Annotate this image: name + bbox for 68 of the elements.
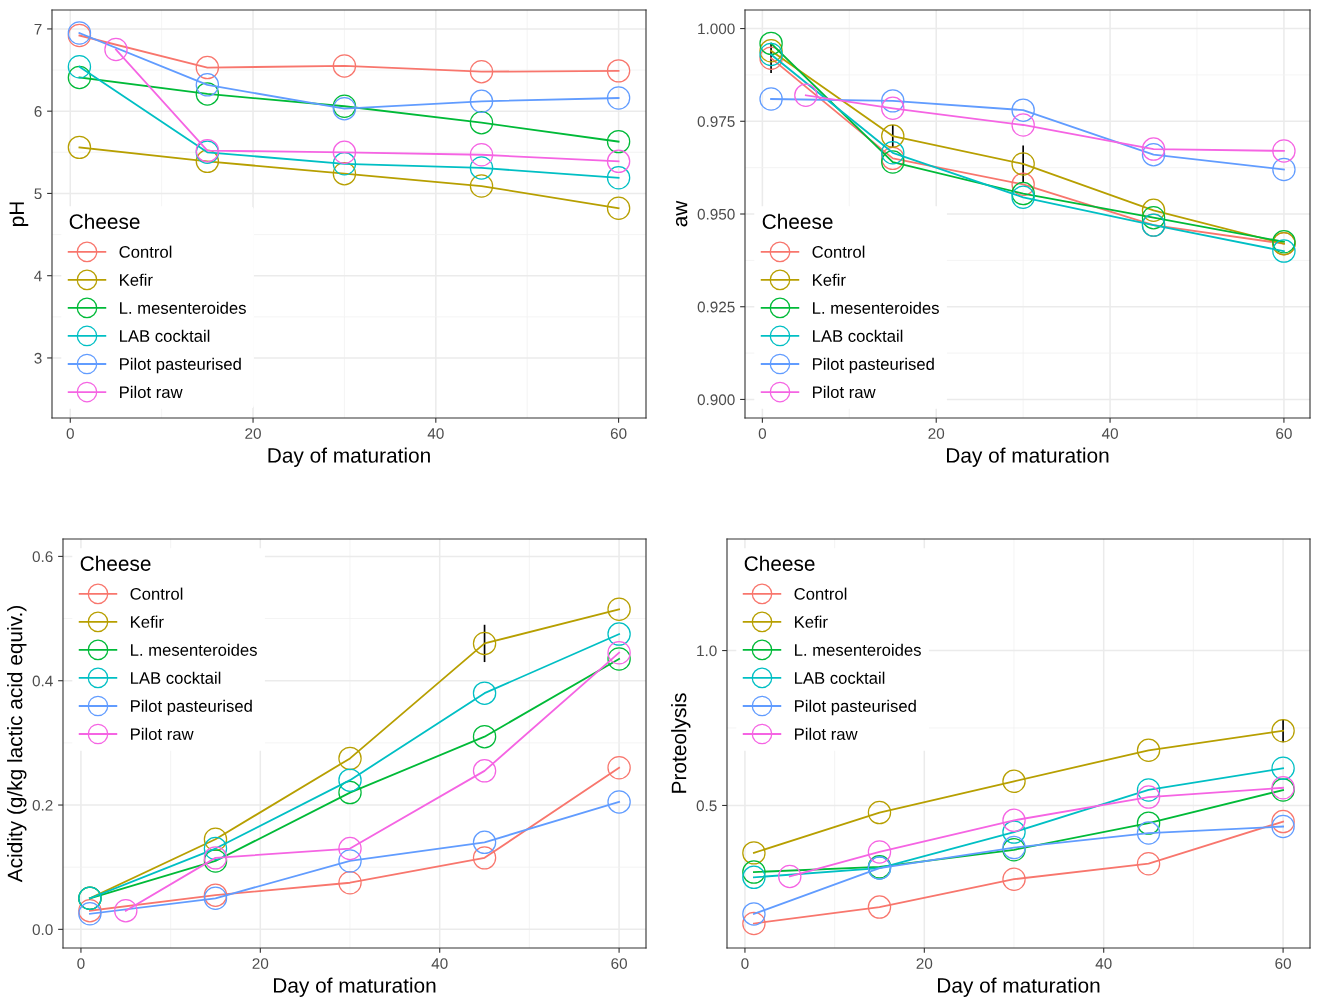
- legend-title: Cheese: [762, 213, 833, 229]
- x-axis-title: Day of maturation: [268, 447, 430, 467]
- legend-label: Control: [119, 245, 172, 258]
- legend-label: LAB cocktail: [120, 329, 210, 342]
- x-tick-label: 40: [427, 428, 444, 439]
- x-tick-label: 20: [252, 958, 269, 969]
- legend-title: Cheese: [69, 213, 140, 229]
- y-tick-label: 0.900: [697, 394, 735, 406]
- x-tick-label: 60: [611, 958, 627, 969]
- legend-label: LAB cocktail: [813, 329, 903, 342]
- legend-label: Kefir: [813, 273, 846, 286]
- legend-title: Cheese: [744, 555, 815, 571]
- x-tick-label: 60: [610, 428, 627, 439]
- x-tick-label: 0: [741, 958, 749, 969]
- x-tick-label: 0: [77, 958, 85, 969]
- y-axis-title: Proteolysis: [671, 693, 691, 793]
- x-axis-title: Day of maturation: [947, 447, 1109, 467]
- y-tick-label: 0.0: [32, 924, 53, 936]
- y-tick-label: 0.5: [696, 800, 717, 812]
- legend-label: Pilot pasteurised: [120, 357, 241, 374]
- y-axis-title: pH: [9, 202, 29, 226]
- legend-label: L. mesenteroides: [131, 643, 257, 656]
- legend-label: LAB cocktail: [131, 671, 221, 684]
- y-tick-label: 6: [34, 106, 42, 117]
- legend-label: Kefir: [795, 615, 828, 628]
- legend-label: L. mesenteroides: [120, 301, 246, 314]
- x-tick-label: 40: [1095, 958, 1112, 969]
- x-tick-label: 20: [916, 958, 933, 969]
- x-tick-label: 60: [1276, 428, 1292, 439]
- y-tick-label: 3: [34, 352, 42, 364]
- legend-label: Pilot raw: [120, 385, 183, 399]
- legend-label: Kefir: [131, 615, 164, 628]
- x-tick-label: 0: [758, 428, 767, 439]
- x-tick-label: 20: [245, 428, 261, 439]
- x-axis-title: Day of maturation: [274, 977, 436, 997]
- legend-label: L. mesenteroides: [813, 301, 939, 314]
- legend-label: L. mesenteroides: [795, 643, 921, 656]
- legend-label: Pilot pasteurised: [131, 699, 252, 716]
- y-tick-label: 0.4: [32, 675, 53, 687]
- y-tick-label: 4: [34, 270, 42, 282]
- x-tick-label: 60: [1275, 958, 1291, 969]
- y-tick-label: 0.925: [697, 301, 735, 313]
- y-tick-label: 1.0: [697, 645, 717, 657]
- legend-label: Pilot raw: [795, 727, 858, 741]
- x-tick-label: 0: [66, 428, 74, 439]
- legend-label: Kefir: [120, 273, 153, 286]
- x-tick-label: 40: [431, 958, 448, 969]
- legend-label: Control: [130, 587, 183, 600]
- legend-label: Control: [812, 245, 865, 258]
- legend-label: Control: [794, 587, 847, 600]
- y-axis-title: Acidity (g/kg lactic acid equiv.): [7, 606, 27, 883]
- y-tick-label: 5: [34, 188, 42, 200]
- y-tick-label: 0.950: [697, 208, 735, 220]
- legend-label: LAB cocktail: [795, 671, 885, 684]
- y-tick-label: 7: [34, 23, 42, 35]
- y-tick-label: 0.975: [697, 116, 735, 127]
- legend-label: Pilot pasteurised: [813, 357, 934, 374]
- x-tick-label: 40: [1101, 428, 1118, 439]
- y-tick-label: 1.000: [698, 23, 735, 35]
- x-axis-title: Day of maturation: [938, 977, 1100, 997]
- y-tick-label: 0.6: [32, 551, 53, 563]
- legend-label: Pilot raw: [131, 727, 194, 741]
- x-tick-label: 20: [928, 428, 945, 439]
- y-tick-label: 0.2: [32, 799, 53, 811]
- legend-label: Pilot raw: [813, 385, 876, 399]
- y-axis-title: aw: [675, 200, 688, 227]
- legend-title: Cheese: [80, 555, 151, 571]
- legend-label: Pilot pasteurised: [795, 699, 916, 716]
